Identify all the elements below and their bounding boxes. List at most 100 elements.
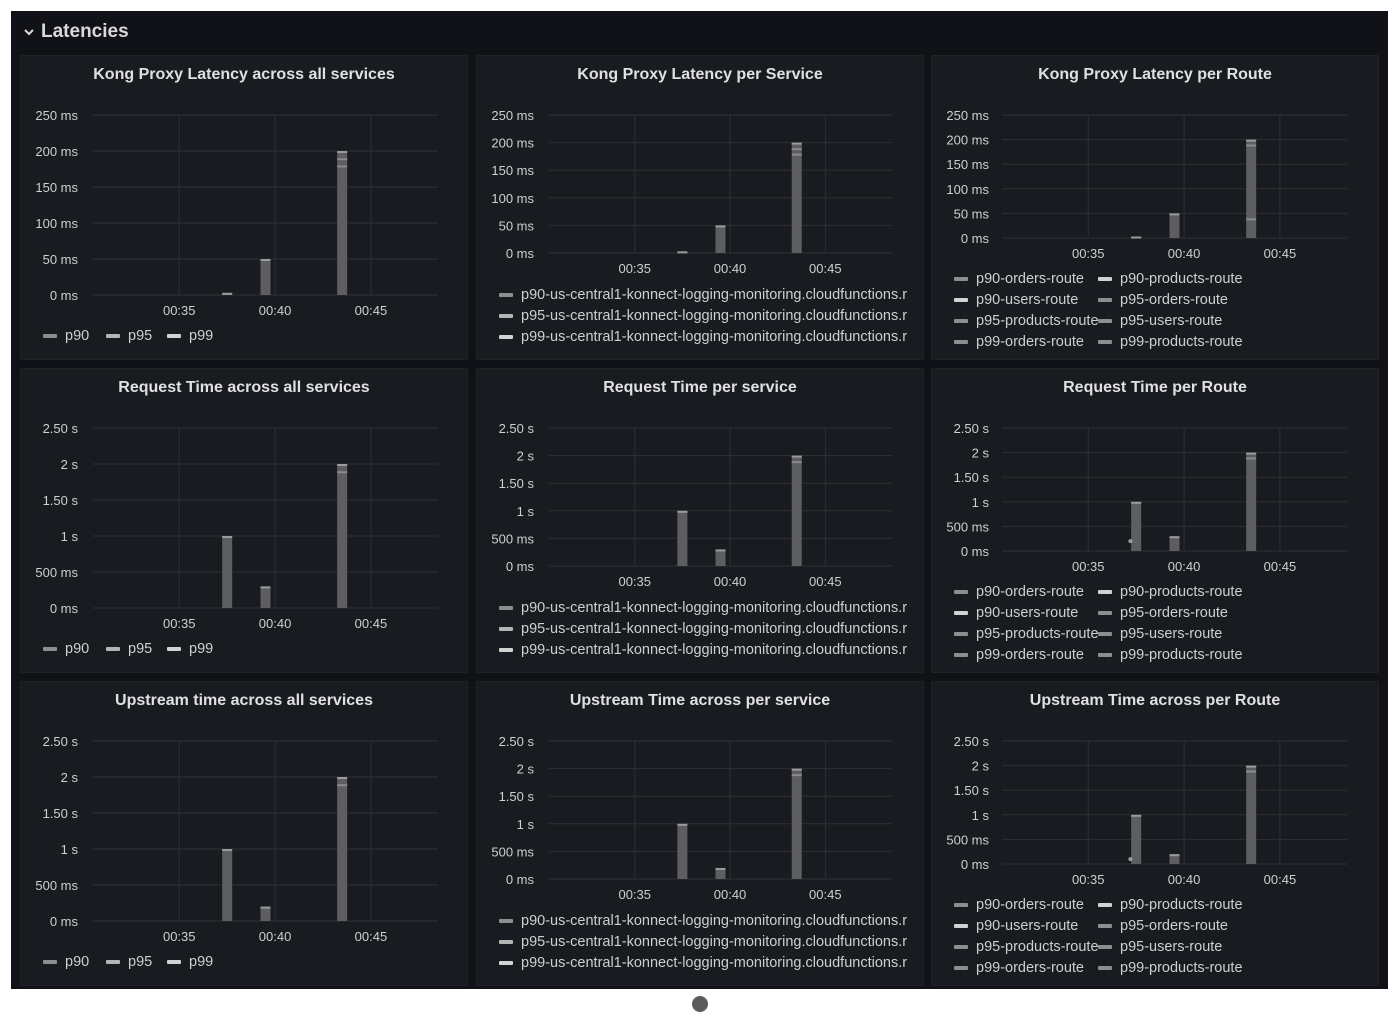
panel-title[interactable]: Kong Proxy Latency per Service — [577, 66, 823, 83]
legend-item[interactable]: p99 — [167, 954, 213, 970]
legend-item[interactable]: p99-products-route — [1098, 334, 1243, 350]
y-tick-label: 0 ms — [50, 601, 79, 616]
legend-item[interactable]: p90-us-central1-konnect-logging-monitori… — [499, 287, 907, 303]
panel-title[interactable]: Request Time per Route — [1063, 379, 1247, 396]
bar[interactable] — [260, 586, 271, 608]
legend-item[interactable]: p99 — [167, 328, 213, 344]
panel-title[interactable]: Upstream Time across per service — [569, 692, 831, 709]
bar[interactable] — [791, 768, 802, 879]
bar[interactable] — [1169, 854, 1180, 864]
bar[interactable] — [715, 225, 726, 253]
legend-item[interactable]: p95-us-central1-konnect-logging-monitori… — [499, 621, 907, 637]
y-tick-label: 1 s — [517, 504, 535, 519]
bar[interactable] — [222, 536, 233, 608]
legend-item[interactable]: p95-orders-route — [1098, 605, 1228, 621]
legend-item[interactable]: p95-products-route — [954, 939, 1099, 955]
legend-item[interactable]: p90-products-route — [1098, 584, 1243, 600]
legend-item[interactable]: p90-users-route — [954, 605, 1078, 621]
bar[interactable] — [260, 906, 271, 921]
legend-item[interactable]: p95-orders-route — [1098, 292, 1228, 308]
panel-6[interactable]: Request Time per Route 2.50 s 2 s 1.50 s 1 s… — [931, 368, 1379, 673]
bar[interactable] — [1246, 139, 1257, 238]
bar[interactable] — [337, 464, 348, 608]
bar[interactable] — [715, 867, 726, 879]
row-header-latencies[interactable]: Latencies — [23, 17, 129, 47]
y-tick-label: 2.50 s — [499, 734, 535, 749]
bar[interactable] — [337, 777, 348, 921]
legend-label: p90-users-route — [976, 605, 1079, 621]
legend-item[interactable]: p90-products-route — [1098, 271, 1243, 287]
legend-item[interactable]: p90 — [43, 328, 89, 344]
legend-item[interactable]: p95-users-route — [1098, 939, 1222, 955]
resize-handle[interactable] — [692, 996, 708, 1012]
bar[interactable] — [791, 455, 802, 566]
panel-title[interactable]: Kong Proxy Latency per Route — [1038, 66, 1272, 83]
legend-label: p95 — [128, 954, 153, 970]
bar[interactable] — [677, 510, 688, 566]
bar[interactable] — [1246, 765, 1257, 864]
legend-item[interactable]: p95 — [106, 954, 152, 970]
legend-item[interactable]: p90-users-route — [954, 292, 1078, 308]
panel-9[interactable]: Upstream Time across per Route 2.50 s 2 s 1… — [931, 681, 1379, 986]
legend-item[interactable]: p90 — [43, 641, 89, 657]
panel-title[interactable]: Upstream Time across per Route — [1029, 692, 1281, 709]
bar-cap — [1246, 139, 1257, 142]
legend-item[interactable]: p95-products-route — [954, 626, 1099, 642]
legend-item[interactable]: p99-us-central1-konnect-logging-monitori… — [499, 642, 907, 658]
bar[interactable] — [1169, 536, 1180, 551]
panel-title[interactable]: Kong Proxy Latency across all services — [93, 66, 395, 83]
legend-item[interactable]: p95-products-route — [954, 313, 1099, 329]
bar[interactable] — [1246, 452, 1257, 551]
y-tick-label: 1 s — [972, 808, 990, 823]
legend-item[interactable]: p95-us-central1-konnect-logging-monitori… — [499, 934, 907, 950]
panel-title[interactable]: Request Time per service — [603, 379, 797, 396]
y-tick-label: 200 ms — [35, 144, 78, 159]
legend-item[interactable]: p99 — [167, 641, 213, 657]
bar[interactable] — [222, 849, 233, 921]
legend-item[interactable]: p90-us-central1-konnect-logging-monitori… — [499, 600, 907, 616]
panel-8[interactable]: Upstream Time across per service 2.50 s 2 … — [476, 681, 924, 986]
legend-item[interactable]: p99-orders-route — [954, 334, 1084, 350]
legend-label: p99-products-route — [1120, 647, 1243, 663]
panel-4[interactable]: Request Time across all services 2.50 s 2 … — [20, 368, 468, 673]
legend-item[interactable]: p99-orders-route — [954, 960, 1084, 976]
legend-swatch — [167, 334, 181, 338]
bar[interactable] — [1131, 814, 1142, 864]
panel-title[interactable]: Request Time across all services — [118, 379, 370, 396]
legend-item[interactable]: p90-products-route — [1098, 897, 1243, 913]
panel-5[interactable]: Request Time per service 2.50 s 2 s 1.50 s 1… — [476, 368, 924, 673]
legend-item[interactable]: p90-orders-route — [954, 897, 1084, 913]
legend-item[interactable]: p95 — [106, 641, 152, 657]
legend-item[interactable]: p90-users-route — [954, 918, 1078, 934]
bar[interactable] — [791, 142, 802, 253]
legend-item[interactable]: p95-us-central1-konnect-logging-monitori… — [499, 308, 907, 324]
legend-item[interactable]: p99-orders-route — [954, 647, 1084, 663]
bar[interactable] — [260, 259, 271, 295]
bar[interactable] — [337, 151, 348, 295]
legend-label: p95-products-route — [976, 313, 1099, 329]
legend-item[interactable]: p90-orders-route — [954, 584, 1084, 600]
panel-2[interactable]: Kong Proxy Latency per Service 250 ms 200 … — [476, 55, 924, 360]
legend-item[interactable]: p99-products-route — [1098, 647, 1243, 663]
legend-item[interactable]: p95-users-route — [1098, 313, 1222, 329]
panel-3[interactable]: Kong Proxy Latency per Route 250 ms 200 ms… — [931, 55, 1379, 360]
panel-title[interactable]: Upstream time across all services — [115, 692, 373, 709]
bar[interactable] — [1131, 501, 1142, 551]
y-tick-label: 150 ms — [35, 180, 78, 195]
legend-item[interactable]: p99-us-central1-konnect-logging-monitori… — [499, 329, 907, 345]
bar[interactable] — [1169, 213, 1180, 238]
legend-item[interactable]: p99-products-route — [1098, 960, 1243, 976]
x-tick-label: 00:35 — [163, 616, 196, 631]
legend-item[interactable]: p90-orders-route — [954, 271, 1084, 287]
legend-item[interactable]: p99-us-central1-konnect-logging-monitori… — [499, 955, 907, 971]
legend-item[interactable]: p95-users-route — [1098, 626, 1222, 642]
bar-cap — [715, 225, 726, 228]
panel-1[interactable]: Kong Proxy Latency across all services 25… — [20, 55, 468, 360]
legend-item[interactable]: p95 — [106, 328, 152, 344]
legend-item[interactable]: p95-orders-route — [1098, 918, 1228, 934]
bar[interactable] — [715, 549, 726, 566]
legend-item[interactable]: p90-us-central1-konnect-logging-monitori… — [499, 913, 907, 929]
legend-item[interactable]: p90 — [43, 954, 89, 970]
bar[interactable] — [677, 823, 688, 879]
